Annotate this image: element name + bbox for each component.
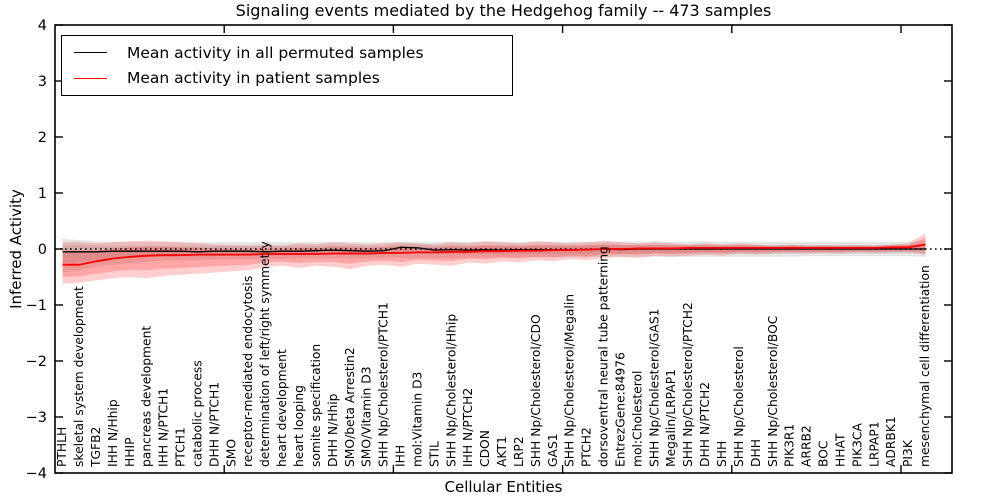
legend-box: Mean activity in all permuted samples Me…: [61, 35, 513, 96]
x-tick-label: SMO/Vitamin D3: [360, 366, 374, 467]
x-tick-label: PTCH1: [174, 427, 188, 467]
y-tick-label: 0: [38, 242, 47, 258]
x-tick-label: DHH N/Hhip: [326, 393, 340, 467]
legend-label-patient: Mean activity in patient samples: [127, 69, 380, 88]
x-tick-label: SMO/beta Arrestin2: [343, 347, 357, 467]
x-tick-label: IHH N/PTCH2: [461, 388, 475, 467]
x-tick-label: ARRB2: [800, 425, 814, 467]
x-tick-label: LRPAP1: [867, 421, 881, 467]
legend-entry-permuted: Mean activity in all permuted samples: [74, 44, 512, 62]
y-tick-label: 1: [38, 186, 47, 202]
x-tick-label: SMO: [224, 439, 238, 467]
x-tick-labels: PTHLH skeletal system development TGFB2 IHH…: [55, 241, 932, 468]
legend-label-permuted: Mean activity in all permuted samples: [127, 43, 424, 62]
x-tick-label: skeletal system development: [72, 286, 86, 467]
x-tick-label: PTCH2: [580, 427, 594, 467]
x-tick-label: heart looping: [292, 385, 306, 467]
x-tick-label: Megalin/LRPAP1: [664, 369, 678, 467]
patient-line-swatch: [74, 77, 107, 79]
x-tick-label: AKT1: [495, 436, 509, 467]
x-tick-label: PIK3CA: [850, 422, 864, 467]
x-tick-label: IHH N/Hhip: [106, 399, 120, 467]
patient-band-outer: [62, 233, 926, 284]
x-tick-label: SHH Np/Cholesterol/PTCH2: [681, 302, 695, 467]
x-tick-label: receptor-mediated endocytosis: [241, 276, 255, 467]
x-tick-label: SHH: [715, 441, 729, 467]
x-tick-label: SHH Np/Cholesterol/GAS1: [647, 309, 661, 467]
x-axis-label: Cellular Entities: [444, 478, 563, 496]
x-tick-label: mol:Cholesterol: [630, 371, 644, 467]
x-tick-label: mol:Vitamin D3: [410, 372, 424, 467]
x-tick-label: BOC: [817, 441, 831, 468]
x-tick-label: CDON: [478, 430, 492, 467]
x-tick-label: STIL: [427, 441, 441, 467]
y-tick-label: −1: [26, 298, 47, 314]
x-tick-label: IHH: [394, 445, 408, 467]
x-tick-label: PI3K: [901, 439, 915, 467]
x-tick-label: HHAT: [833, 433, 847, 467]
x-tick-label: IHH N/PTCH1: [157, 388, 171, 467]
y-tick-label: 3: [38, 74, 47, 90]
permuted-mean-line: [62, 246, 926, 253]
axis-ticks: [55, 24, 952, 474]
y-tick-label: 4: [38, 18, 47, 34]
x-tick-label: ADRBK1: [884, 416, 898, 467]
chart-title: Signaling events mediated by the Hedgeho…: [235, 1, 772, 20]
x-tick-label: somite specification: [309, 344, 323, 467]
patient-mean-line: [62, 243, 926, 266]
x-tick-label: SHH Np/Cholesterol/BOC: [766, 316, 780, 467]
x-tick-label: catabolic process: [191, 360, 205, 467]
x-tick-label: DHH N/PTCH2: [698, 382, 712, 467]
x-tick-label: SHH Np/Cholesterol: [732, 346, 746, 467]
x-tick-label: GAS1: [546, 433, 560, 467]
y-tick-label: 2: [38, 130, 47, 146]
x-tick-label: SHH Np/Cholesterol/Hhip: [444, 314, 458, 467]
x-tick-label: pancreas development: [140, 326, 154, 467]
x-tick-label: determination of left/right symmetry: [258, 241, 272, 467]
legend-entry-patient: Mean activity in patient samples: [74, 69, 512, 87]
x-tick-label: PTHLH: [55, 427, 69, 467]
x-tick-label: HHIP: [123, 437, 137, 467]
x-tick-label: EntrezGene:84976: [614, 352, 628, 467]
x-tick-label: DHH: [749, 439, 763, 467]
y-tick-label: −2: [26, 354, 47, 370]
x-tick-label: SHH Np/Cholesterol/CDO: [529, 314, 543, 467]
x-tick-label: PIK3R1: [783, 424, 797, 467]
x-tick-label: heart development: [275, 349, 289, 467]
x-tick-label: SHH Np/Cholesterol/Megalin: [563, 294, 577, 467]
y-tick-label: −4: [26, 466, 47, 482]
y-tick-labels: −4 −3 −2 −1 0 1 2 3 4: [26, 18, 47, 482]
x-tick-label: LRP2: [512, 436, 526, 467]
permuted-line-swatch: [74, 52, 107, 54]
x-tick-label: DHH N/PTCH1: [207, 382, 221, 467]
x-tick-label: dorsoventral neural tube patterning: [597, 246, 611, 467]
y-tick-label: −3: [26, 410, 47, 426]
x-tick-label: mesenchymal cell differentiation: [918, 265, 932, 467]
x-tick-label: SHH Np/Cholesterol/PTCH1: [377, 302, 391, 467]
x-tick-label: TGFB2: [89, 427, 103, 468]
